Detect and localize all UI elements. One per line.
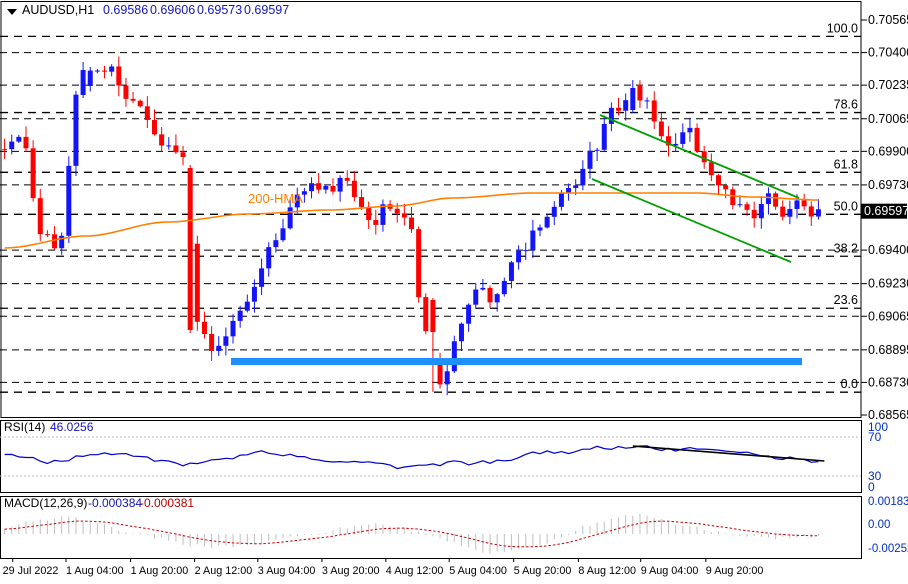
svg-text:23.6: 23.6 [834, 293, 858, 307]
svg-text:61.8: 61.8 [834, 157, 858, 171]
svg-text:0.69586: 0.69586 [103, 3, 148, 17]
svg-text:5 Aug 04:00: 5 Aug 04:00 [449, 565, 507, 577]
svg-text:4 Aug 12:00: 4 Aug 12:00 [386, 565, 444, 577]
svg-text:MACD(12,26,9): MACD(12,26,9) [4, 496, 87, 510]
svg-text:0.70565: 0.70565 [868, 13, 908, 27]
svg-text:46.0256: 46.0256 [50, 420, 94, 434]
svg-text:2 Aug 12:00: 2 Aug 12:00 [195, 565, 253, 577]
svg-text:78.6: 78.6 [834, 98, 858, 112]
svg-text:0.69065: 0.69065 [868, 309, 908, 323]
svg-text:-0.002524: -0.002524 [868, 543, 908, 555]
svg-text:0.0: 0.0 [841, 377, 858, 391]
svg-text:0.00: 0.00 [868, 519, 890, 531]
svg-text:0.69573: 0.69573 [197, 3, 242, 17]
svg-text:3 Aug 04:00: 3 Aug 04:00 [258, 565, 316, 577]
svg-text:0.69597: 0.69597 [244, 3, 289, 17]
svg-text:200-HMA: 200-HMA [248, 191, 303, 206]
svg-text:RSI(14): RSI(14) [4, 420, 45, 434]
svg-text:-0.000384: -0.000384 [88, 496, 142, 510]
svg-text:5 Aug 20:00: 5 Aug 20:00 [514, 565, 572, 577]
svg-text:0: 0 [868, 480, 875, 494]
svg-text:-0.000381: -0.000381 [140, 496, 194, 510]
svg-text:0.70065: 0.70065 [868, 112, 908, 126]
svg-text:9 Aug 20:00: 9 Aug 20:00 [706, 565, 764, 577]
svg-text:9 Aug 04:00: 9 Aug 04:00 [641, 565, 699, 577]
svg-text:100.0: 100.0 [827, 21, 858, 35]
svg-text:0.70235: 0.70235 [868, 78, 908, 92]
svg-text:0.69597: 0.69597 [864, 204, 908, 218]
svg-text:0.001837: 0.001837 [868, 496, 908, 508]
svg-text:50.0: 50.0 [834, 199, 858, 213]
svg-text:70: 70 [868, 430, 882, 444]
svg-text:8 Aug 12:00: 8 Aug 12:00 [578, 565, 636, 577]
svg-text:1 Aug 04:00: 1 Aug 04:00 [66, 565, 124, 577]
svg-text:0.68895: 0.68895 [868, 343, 908, 357]
svg-text:AUDUSD,H1: AUDUSD,H1 [22, 3, 94, 17]
svg-text:0.69606: 0.69606 [150, 3, 195, 17]
svg-text:38.2: 38.2 [834, 241, 858, 255]
svg-text:3 Aug 20:00: 3 Aug 20:00 [322, 565, 380, 577]
svg-text:29 Jul 2022: 29 Jul 2022 [3, 565, 59, 577]
svg-text:1 Aug 20:00: 1 Aug 20:00 [131, 565, 189, 577]
